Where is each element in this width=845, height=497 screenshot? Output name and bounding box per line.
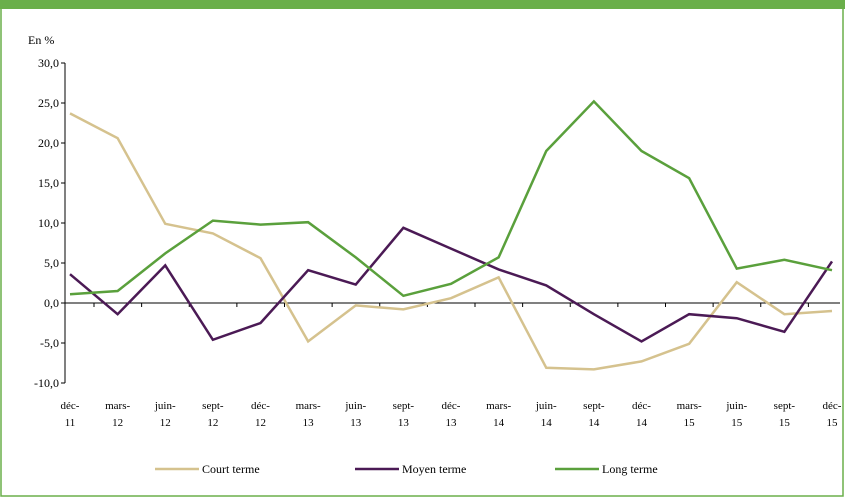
x-tick-label-part: 13 [446, 417, 458, 429]
frame [0, 7, 844, 497]
x-tick-label: juin- 14 [535, 400, 557, 429]
x-tick-label-part: déc- [61, 400, 80, 412]
x-tick-label-part: mars- [486, 400, 511, 412]
x-tick-label-part: 12 [112, 417, 123, 429]
x-tick-label-part: 12 [160, 417, 171, 429]
x-tick-label-part: 12 [255, 417, 266, 429]
frame-top [0, 0, 845, 9]
x-tick-label-part: déc- [442, 400, 461, 412]
x-tick-label-part: juin- [535, 400, 557, 412]
x-tick-label-part: 15 [684, 417, 696, 429]
y-tick-label: 0,0 [44, 296, 59, 310]
x-tick-label-part: sept- [774, 400, 796, 412]
x-tick-label-part: mars- [677, 400, 702, 412]
x-tick-label-part: juin- [725, 400, 747, 412]
x-tick-label: juin- 15 [725, 400, 747, 429]
x-tick-label-part: déc- [823, 400, 842, 412]
y-tick-label: 25,0 [38, 96, 59, 110]
x-tick-label: déc- 15 [823, 400, 842, 429]
x-tick-label: juin- 12 [154, 400, 176, 429]
series-line [69, 99, 833, 298]
y-tick-label: 15,0 [38, 176, 59, 190]
x-tick-label: déc- 14 [632, 400, 651, 429]
x-tick-label-part: sept- [202, 400, 224, 412]
x-tick-label-part: sept- [583, 400, 605, 412]
x-tick-label-part: mars- [296, 400, 321, 412]
x-tick-label-part: 14 [636, 417, 648, 429]
legend-label: Court terme [202, 462, 260, 476]
x-tick-label-part: sept- [393, 400, 415, 412]
x-tick-label-part: 13 [350, 417, 362, 429]
y-axis-label: En % [28, 33, 54, 47]
legend-label: Long terme [602, 462, 658, 476]
x-tick-label: mars- 12 [105, 400, 130, 429]
x-tick-label-part: 15 [779, 417, 791, 429]
x-tick-label: sept- 14 [583, 400, 605, 429]
x-tick-label-part: 11 [65, 417, 76, 429]
legend-label: Moyen terme [402, 462, 466, 476]
x-tick-label: mars- 14 [486, 400, 511, 429]
x-tick-label-part: mars- [105, 400, 130, 412]
x-tick-label: mars- 13 [296, 400, 321, 429]
x-tick-label-part: déc- [632, 400, 651, 412]
x-tick-label-part: 13 [303, 417, 315, 429]
x-tick-label: déc- 11 [61, 400, 80, 429]
series-line [69, 226, 834, 343]
x-tick-label-part: 12 [207, 417, 218, 429]
x-tick-label-part: 14 [588, 417, 600, 429]
x-tick-label: déc- 12 [251, 400, 270, 429]
x-tick-label-part: déc- [251, 400, 270, 412]
x-tick-label-part: 14 [541, 417, 553, 429]
x-tick-label: sept- 12 [202, 400, 224, 429]
y-tick-label: -5,0 [40, 336, 59, 350]
x-tick-label: sept- 13 [393, 400, 415, 429]
y-tick-label: -10,0 [34, 376, 59, 390]
x-tick-label-part: 14 [493, 417, 505, 429]
y-tick-label: 30,0 [38, 56, 59, 70]
x-tick-label: sept- 15 [774, 400, 796, 429]
x-tick-label-part: 13 [398, 417, 410, 429]
y-tick-label: 5,0 [44, 256, 59, 270]
y-tick-label: 20,0 [38, 136, 59, 150]
x-tick-label-part: 15 [731, 417, 743, 429]
x-tick-label: juin- 13 [344, 400, 366, 429]
x-tick-label: mars- 15 [677, 400, 702, 429]
x-tick-label-part: juin- [154, 400, 176, 412]
x-tick-label-part: juin- [344, 400, 366, 412]
y-tick-label: 10,0 [38, 216, 59, 230]
x-tick-label: déc- 13 [442, 400, 461, 429]
x-tick-label-part: 15 [827, 417, 839, 429]
